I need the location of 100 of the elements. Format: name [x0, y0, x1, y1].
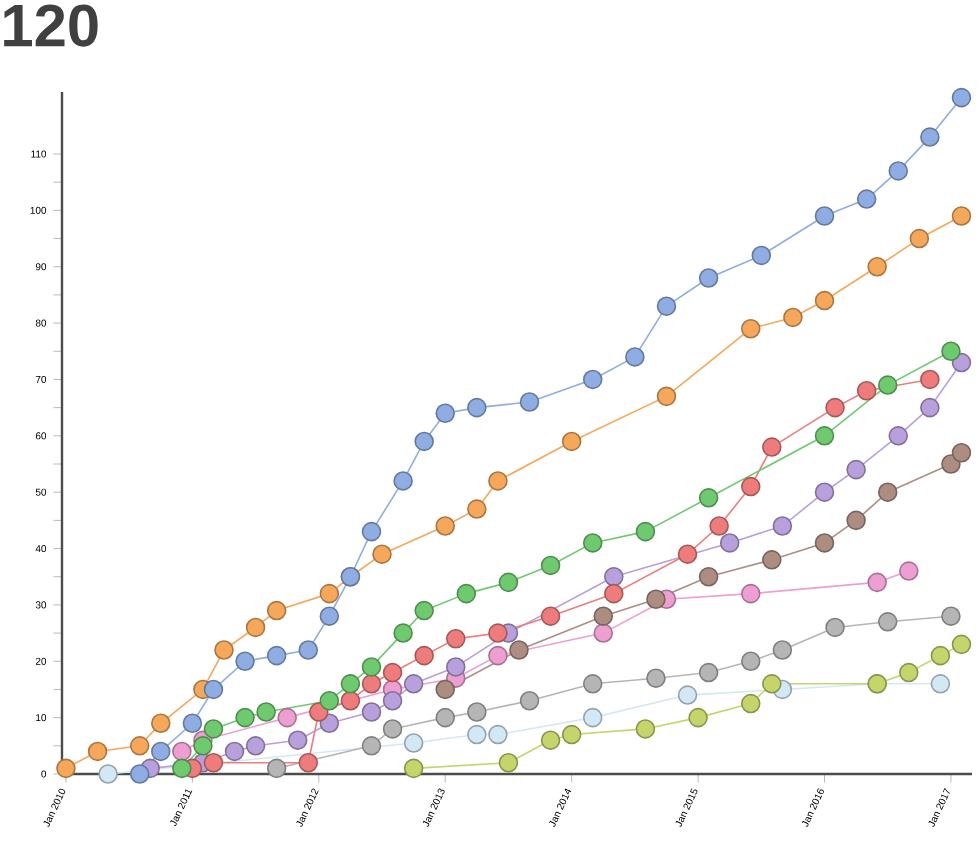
point	[741, 476, 761, 497]
point	[930, 674, 951, 694]
point	[403, 674, 424, 694]
point	[762, 437, 782, 457]
point	[361, 702, 382, 722]
point	[498, 752, 519, 773]
point	[203, 719, 224, 739]
point	[635, 521, 656, 542]
point	[656, 296, 677, 316]
point	[467, 724, 487, 745]
point	[414, 431, 434, 452]
point	[446, 657, 466, 677]
point	[772, 640, 793, 660]
point	[677, 685, 698, 705]
point	[951, 634, 972, 655]
point	[951, 206, 972, 226]
point	[372, 544, 392, 564]
point	[435, 707, 455, 728]
point	[814, 533, 835, 553]
point	[877, 482, 898, 502]
point	[446, 628, 466, 649]
point	[87, 741, 108, 762]
point	[762, 550, 782, 570]
point	[319, 690, 340, 711]
point	[593, 606, 614, 626]
point	[540, 606, 561, 626]
point	[561, 431, 582, 452]
point	[646, 668, 666, 688]
point	[741, 583, 761, 604]
point	[920, 127, 940, 147]
point	[856, 380, 877, 401]
point	[561, 724, 582, 745]
point	[151, 713, 171, 734]
point	[899, 662, 919, 683]
point	[772, 516, 793, 536]
point	[235, 707, 255, 728]
point	[414, 600, 434, 621]
point	[361, 521, 382, 542]
point	[709, 516, 729, 536]
point	[414, 645, 434, 666]
point	[172, 758, 192, 779]
point	[899, 561, 919, 581]
point	[277, 707, 297, 728]
point	[846, 459, 866, 480]
point	[698, 662, 719, 683]
point	[625, 347, 645, 367]
point	[403, 758, 424, 779]
point	[582, 533, 603, 553]
point	[393, 471, 413, 491]
point	[930, 645, 951, 666]
point	[604, 583, 624, 604]
point	[129, 764, 150, 784]
point	[488, 471, 508, 491]
point	[540, 555, 561, 576]
point	[435, 403, 455, 424]
point	[488, 623, 508, 643]
point	[846, 510, 866, 531]
point	[698, 566, 719, 587]
point	[698, 268, 719, 288]
point	[582, 707, 603, 728]
point	[266, 758, 287, 779]
point	[877, 375, 898, 395]
point	[235, 651, 255, 672]
point	[519, 392, 540, 412]
point	[582, 369, 603, 390]
point	[951, 442, 972, 463]
point	[920, 369, 940, 390]
point	[382, 719, 403, 739]
point	[856, 189, 877, 209]
point	[762, 674, 782, 694]
point	[182, 713, 203, 734]
point	[193, 736, 213, 756]
point	[888, 161, 909, 181]
point	[698, 488, 719, 508]
point	[214, 640, 234, 660]
point	[382, 690, 403, 711]
point	[266, 600, 287, 621]
point	[488, 724, 508, 745]
point	[245, 736, 266, 756]
point	[467, 499, 487, 519]
point	[319, 583, 340, 604]
point	[298, 640, 319, 660]
point	[741, 318, 761, 339]
chart-title: 120	[4, 4, 98, 47]
point	[814, 206, 835, 226]
point	[719, 533, 740, 553]
point	[203, 752, 224, 773]
point	[688, 707, 708, 728]
point	[920, 397, 940, 418]
point	[909, 228, 930, 249]
point	[393, 623, 413, 643]
point	[224, 741, 245, 762]
point	[877, 612, 898, 632]
point	[677, 544, 698, 564]
point	[435, 679, 455, 700]
point	[593, 623, 614, 643]
point	[98, 764, 118, 784]
point	[656, 386, 677, 407]
point	[814, 426, 835, 446]
point	[361, 736, 382, 756]
